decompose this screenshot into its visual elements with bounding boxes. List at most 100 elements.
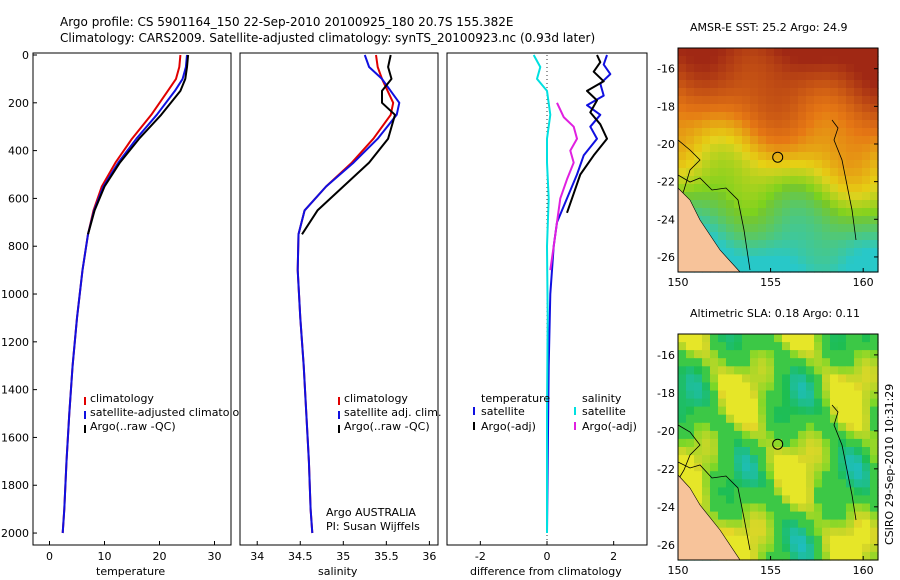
heatmap-cell: [758, 527, 767, 537]
heatmap-cell: [774, 120, 783, 129]
difference-legend: temperature satellite Argo(-adj) salinit…: [473, 392, 637, 433]
heatmap-cell: [814, 447, 823, 456]
heatmap-cell: [846, 128, 855, 137]
heatmap-cell: [774, 144, 783, 153]
heatmap-cell: [814, 224, 823, 233]
heatmap-cell: [854, 248, 863, 257]
heatmap-cell: [710, 136, 719, 145]
heatmap-cell: [678, 160, 687, 169]
legend-sat-sal: satellite: [582, 405, 626, 418]
heatmap-cell: [854, 382, 863, 392]
heatmap-cell: [758, 56, 767, 65]
heatmap-cell: [694, 192, 703, 201]
heatmap-cell: [734, 264, 743, 273]
side-stamp: CSIRO 29-Sep-2010 10:31:29: [883, 384, 896, 545]
heatmap-cell: [814, 487, 823, 497]
heatmap-cell: [798, 503, 807, 513]
heatmap-cell: [718, 438, 727, 448]
heatmap-cell: [702, 350, 711, 359]
heatmap-cell: [686, 88, 695, 97]
heatmap-cell: [734, 358, 743, 367]
heatmap-cell: [742, 136, 751, 145]
heatmap-cell: [718, 80, 727, 89]
x-tick-label: 155: [760, 276, 781, 289]
x-tick-label: 155: [760, 564, 781, 577]
heatmap-cell: [814, 56, 823, 65]
heatmap-cell: [702, 495, 711, 505]
x-tick-label: 0: [544, 550, 551, 563]
heatmap-cell: [798, 160, 807, 169]
heatmap-cell: [766, 406, 775, 416]
heatmap-cell: [870, 342, 879, 351]
heatmap-cell: [702, 136, 711, 145]
heatmap-cell: [854, 264, 863, 273]
heatmap-cell: [862, 48, 871, 57]
heatmap-cell: [782, 240, 791, 249]
heatmap-cell: [782, 527, 791, 537]
heatmap-cell: [822, 438, 831, 448]
heatmap-cell: [814, 208, 823, 217]
heatmap-cell: [838, 200, 847, 209]
heatmap-cell: [830, 334, 839, 343]
heatmap-cell: [694, 168, 703, 177]
heatmap-cell: [854, 200, 863, 209]
heatmap-cell: [814, 200, 823, 209]
heatmap-cell: [822, 382, 831, 392]
heatmap-cell: [774, 382, 783, 392]
heatmap-cell: [854, 80, 863, 89]
heatmap-cell: [830, 48, 839, 57]
heatmap-cell: [814, 551, 823, 561]
heatmap-cell: [806, 80, 815, 89]
heatmap-cell: [830, 224, 839, 233]
heatmap-cell: [870, 366, 879, 375]
heatmap-cell: [742, 232, 751, 241]
heatmap-cell: [822, 208, 831, 217]
heatmap-cell: [742, 471, 751, 480]
heatmap-cell: [806, 438, 815, 448]
sla-coast-contour: [677, 461, 751, 551]
heatmap-cell: [854, 463, 863, 472]
heatmap-cell: [838, 120, 847, 129]
heatmap-cell: [702, 152, 711, 161]
heatmap-cell: [718, 350, 727, 359]
heatmap-cell: [758, 471, 767, 480]
heatmap-cell: [782, 56, 791, 65]
heatmap-cell: [750, 232, 759, 241]
heatmap-cell: [814, 374, 823, 384]
heatmap-cell: [758, 240, 767, 249]
heatmap-cell: [830, 184, 839, 193]
heatmap-cell: [806, 455, 815, 464]
x-tick-label: 10: [98, 550, 112, 563]
heatmap-cell: [734, 487, 743, 497]
heatmap-cell: [766, 88, 775, 97]
heatmap-cell: [814, 80, 823, 89]
heatmap-cell: [838, 519, 847, 529]
salinity-legend: climatology satellite adj. clim. Argo(..…: [338, 392, 441, 433]
x-tick-label: 34: [250, 550, 264, 563]
heatmap-cell: [718, 224, 727, 233]
y-tick-label: 1000: [1, 288, 29, 301]
heatmap-cell: [838, 240, 847, 249]
heatmap-cell: [822, 430, 831, 440]
heatmap-cell: [838, 551, 847, 561]
heatmap-cell: [686, 112, 695, 121]
y-tick-label: -20: [657, 425, 675, 438]
heatmap-cell: [830, 390, 839, 400]
heatmap-cell: [822, 96, 831, 105]
heatmap-cell: [854, 192, 863, 201]
heatmap-cell: [782, 519, 791, 529]
heatmap-cell: [694, 479, 703, 488]
heatmap-cell: [726, 168, 735, 177]
heatmap-cell: [710, 104, 719, 113]
heatmap-cell: [758, 160, 767, 169]
heatmap-cell: [782, 358, 791, 367]
heatmap-cell: [806, 264, 815, 273]
heatmap-cell: [678, 382, 687, 392]
heatmap-cell: [742, 535, 751, 545]
heatmap-cell: [718, 48, 727, 57]
heatmap-cell: [790, 48, 799, 57]
heatmap-cell: [710, 358, 719, 367]
heatmap-cell: [734, 240, 743, 249]
heatmap-cell: [742, 88, 751, 97]
heatmap-cell: [830, 495, 839, 505]
